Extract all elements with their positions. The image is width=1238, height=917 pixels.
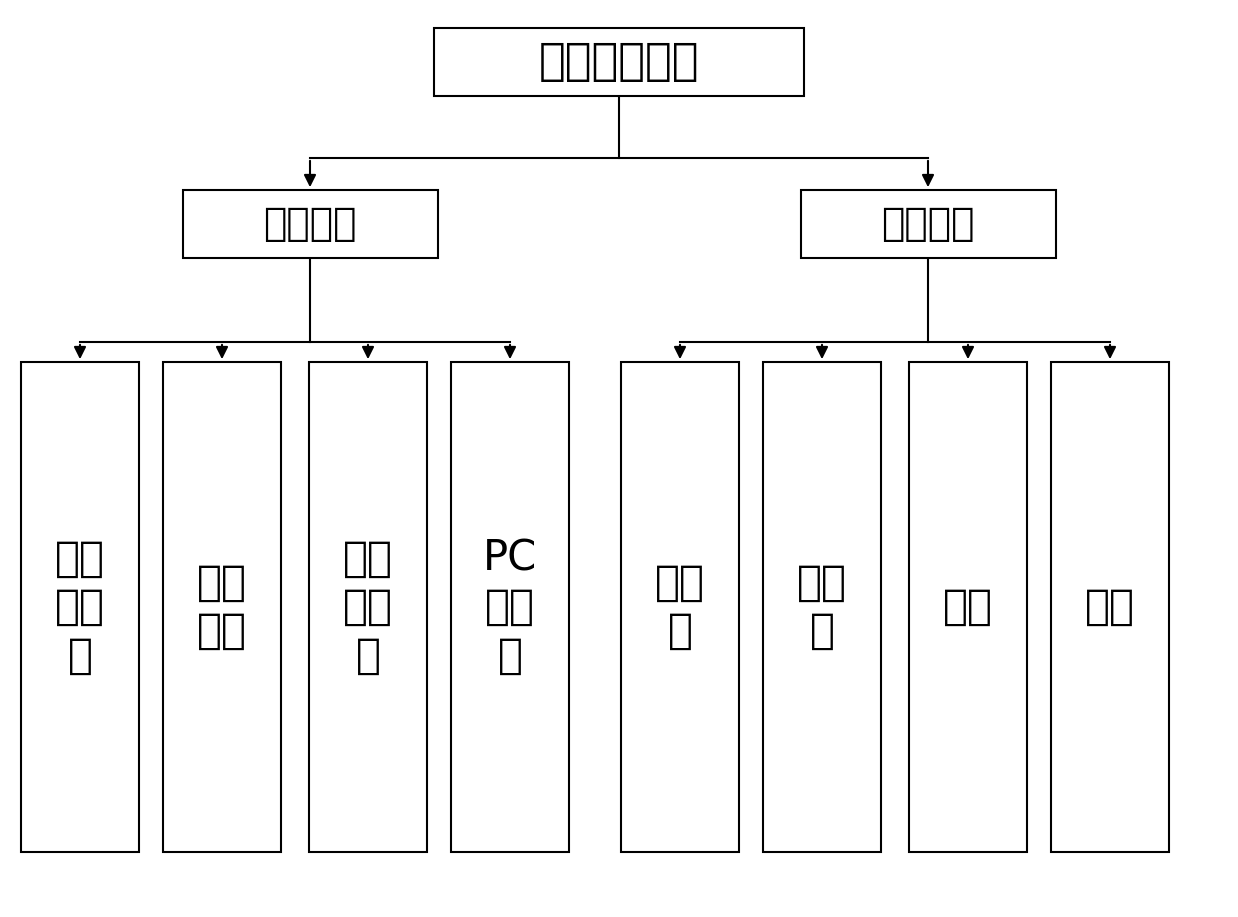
Bar (909, 362, 1028, 852)
Text: 喷头: 喷头 (1084, 586, 1135, 628)
Text: 单片
机: 单片 机 (655, 562, 704, 652)
Bar (801, 190, 1056, 258)
Text: 水泵: 水泵 (943, 586, 993, 628)
Bar (182, 190, 437, 258)
Text: 近红
外光
源: 近红 外光 源 (54, 537, 105, 677)
Text: 数据
采集
卡: 数据 采集 卡 (343, 537, 392, 677)
Bar (621, 362, 739, 852)
Bar (451, 362, 569, 852)
Bar (1051, 362, 1169, 852)
Text: 精准喷雾装置: 精准喷雾装置 (539, 40, 699, 83)
Bar (21, 362, 139, 852)
Text: 执行部分: 执行部分 (881, 205, 974, 243)
Text: 硅光
电池: 硅光 电池 (197, 562, 248, 652)
Bar (435, 28, 803, 96)
Text: PC
上位
机: PC 上位 机 (483, 537, 537, 677)
Text: 检测部分: 检测部分 (264, 205, 357, 243)
Bar (310, 362, 427, 852)
Bar (763, 362, 881, 852)
Bar (163, 362, 281, 852)
Text: 变频
器: 变频 器 (797, 562, 847, 652)
